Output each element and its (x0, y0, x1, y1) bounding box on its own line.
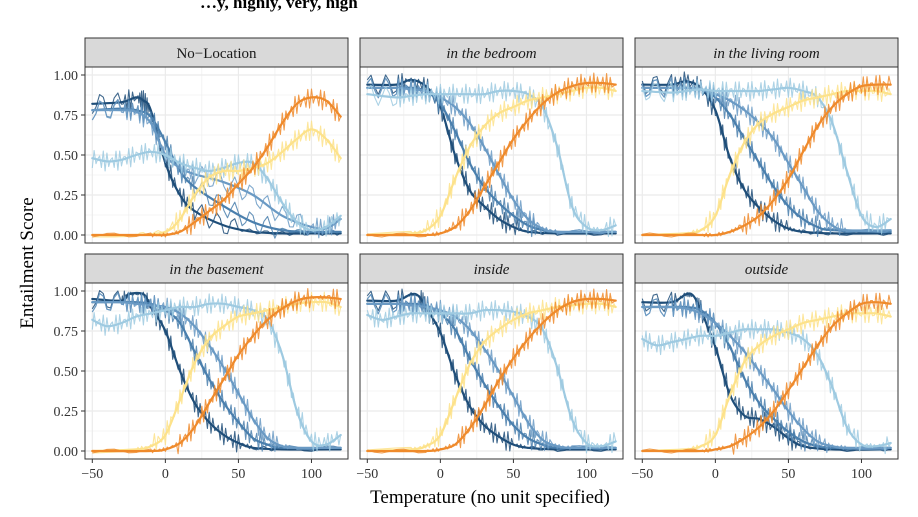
raw-series-line (367, 78, 617, 236)
facet-strip-label: No−Location (176, 46, 257, 62)
panel-grid (635, 67, 899, 243)
facet-strip (359, 253, 624, 284)
y-tick-label: 0.50 (54, 365, 79, 380)
facet-strip (84, 37, 349, 68)
smoothed-series-line (366, 292, 617, 451)
smoothed-series-line (91, 96, 342, 237)
raw-series-line (367, 288, 617, 454)
x-tick-label: 100 (851, 467, 872, 482)
smoothed-series-line (641, 301, 892, 453)
facet-strip (634, 37, 899, 68)
smoothed-series-line (91, 96, 342, 235)
raw-series-line (641, 296, 891, 454)
smoothed-series-line (91, 291, 342, 451)
smoothed-series-line (366, 308, 617, 448)
panel-border (359, 66, 624, 244)
y-tick-label: 0.75 (54, 109, 79, 124)
raw-series-line (367, 294, 617, 452)
raw-series-line (367, 72, 617, 238)
smoothed-series-line (91, 296, 342, 453)
x-tick-label: 100 (301, 467, 322, 482)
smoothed-series-line (641, 312, 892, 453)
panel-series (641, 71, 892, 238)
facet-panel: in the living room (634, 37, 899, 244)
smoothed-series-line (91, 302, 342, 447)
facet-panel: in the basement 0.00 0.25 0.50 0.75 1.00 −50 0 5… (54, 253, 349, 482)
raw-series-line (92, 120, 342, 238)
smoothed-series-line (641, 89, 892, 237)
x-tick-label: −50 (631, 467, 653, 482)
panel-series (366, 288, 617, 454)
panel-series (91, 288, 342, 455)
smoothed-series-line (91, 300, 342, 453)
smoothed-series-line (366, 81, 617, 237)
smoothed-series-line (641, 305, 892, 450)
y-axis-title: Entailment Score (17, 197, 38, 328)
panel-series (641, 291, 892, 455)
facet-strip-label: in the basement (169, 262, 264, 278)
smoothed-series-line (91, 107, 342, 234)
x-tick-label: 0 (437, 467, 444, 482)
smoothed-series-line (366, 89, 617, 232)
smoothed-series-line (91, 300, 342, 450)
x-tick-label: −50 (81, 467, 103, 482)
smoothed-series-line (641, 86, 892, 229)
facet-strip (634, 253, 899, 284)
panel-border (634, 66, 899, 244)
y-tick-label: 0.00 (54, 445, 79, 460)
smoothed-series-line (366, 297, 617, 453)
facet-panel: No−Location 0.00 0.25 0.50 0.75 1.00 (54, 37, 349, 244)
panel-series (366, 72, 617, 238)
y-tick-label: 0.00 (54, 229, 79, 244)
raw-series-line (366, 73, 616, 236)
chart-panels: No−Location 0.00 0.25 0.50 0.75 1.00 in the be… (54, 37, 899, 482)
y-tick-label: 1.00 (54, 285, 79, 300)
facet-panel: outside −50 0 50 100 (631, 253, 899, 482)
smoothed-series-line (641, 83, 892, 237)
panel-series (91, 88, 342, 239)
x-tick-label: 50 (506, 467, 520, 482)
smoothed-series-line (91, 150, 342, 232)
y-tick-label: 0.50 (54, 149, 79, 164)
y-tick-label: 0.25 (54, 405, 79, 420)
x-tick-label: 50 (781, 467, 795, 482)
x-tick-label: 0 (162, 467, 169, 482)
facet-strip-label: in the bedroom (446, 46, 536, 62)
x-tick-label: 0 (712, 467, 719, 482)
y-tick-label: 0.75 (54, 325, 79, 340)
facet-strip-label: inside (474, 262, 510, 278)
facet-strip-label: outside (745, 262, 789, 278)
y-tick-label: 1.00 (54, 69, 79, 84)
panel-border (634, 282, 899, 460)
x-axis-title: Temperature (no unit specified) (370, 487, 610, 508)
x-tick-label: −50 (356, 467, 378, 482)
facet-strip (84, 253, 349, 284)
smoothed-series-line (641, 80, 892, 235)
top-caption: …y, highly, very, high (200, 0, 358, 12)
x-tick-label: 50 (231, 467, 245, 482)
facet-panel: in the bedroom (359, 37, 624, 244)
panel-border (359, 282, 624, 460)
raw-series-line (91, 89, 341, 236)
x-tick-label: 100 (576, 467, 597, 482)
facet-strip-label: in the living room (713, 46, 820, 62)
smoothed-series-line (641, 328, 892, 448)
smoothed-series-line (91, 128, 342, 237)
facet-panel: inside −50 0 50 100 (356, 253, 624, 482)
y-tick-label: 0.25 (54, 189, 79, 204)
